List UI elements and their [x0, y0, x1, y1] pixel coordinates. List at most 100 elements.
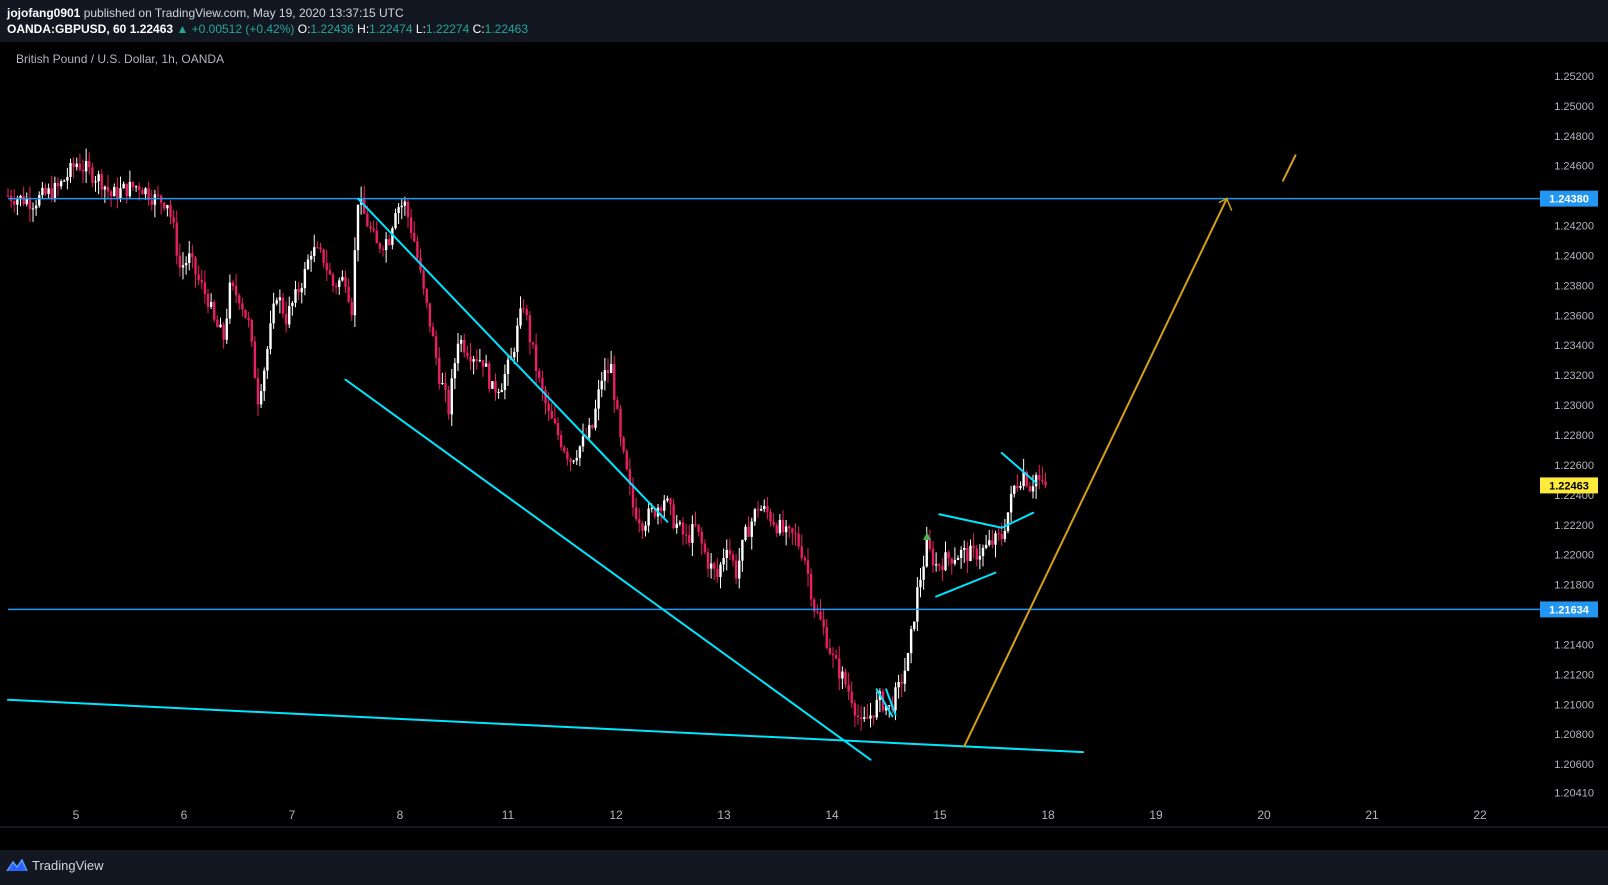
candle-body	[934, 564, 938, 566]
candle-body	[897, 681, 900, 688]
candle-body	[806, 560, 810, 574]
candle-body	[813, 599, 816, 612]
candle-body	[525, 309, 528, 316]
candle-body	[1028, 486, 1032, 492]
candle-body	[716, 568, 719, 578]
candle-body	[563, 447, 566, 452]
candle-body	[313, 247, 316, 256]
candle-body	[269, 323, 272, 350]
candle-body	[50, 188, 53, 200]
price-chart[interactable]: 1.25200 1.25000 1.24800 1.24600 1.24200 1.240…	[0, 42, 1608, 850]
candle-body	[997, 533, 1000, 535]
candle-body	[138, 186, 141, 191]
price-tick-label: 1.23200	[1554, 370, 1594, 382]
candle-body	[841, 671, 844, 679]
candle-body	[869, 715, 872, 719]
candle-body	[531, 342, 535, 345]
candle-body	[347, 286, 350, 302]
price-tick-label: 1.20800	[1554, 729, 1594, 741]
symbol-name[interactable]: OANDA:GBPUSD, 60	[7, 22, 127, 36]
drawing-line-8[interactable]	[1000, 511, 1034, 529]
candle-body	[478, 360, 482, 362]
price-tick-label: 1.23400	[1554, 340, 1594, 352]
candle-body	[613, 363, 616, 400]
candle-body	[778, 519, 782, 534]
price-tick-label: 1.21200	[1554, 669, 1594, 681]
candle-body	[481, 360, 485, 367]
drawing-line-3[interactable]	[7, 698, 1084, 754]
drawing-line-6[interactable]	[935, 571, 997, 598]
candle-body	[763, 506, 766, 510]
drawing-line-5[interactable]	[875, 688, 894, 718]
candle-body	[453, 363, 457, 379]
candle-body	[416, 241, 419, 259]
candle-body	[559, 435, 563, 448]
candle-body	[228, 282, 232, 319]
drawing-line-11[interactable]	[1282, 154, 1297, 182]
drawing-line-9[interactable]	[1000, 451, 1038, 484]
candle-body	[288, 306, 291, 325]
candle-body	[994, 533, 997, 545]
drawing-line-7[interactable]	[938, 513, 1003, 529]
candle-body	[553, 418, 557, 424]
candle-body	[1019, 486, 1022, 489]
candle-body	[938, 564, 941, 566]
drawing-line-4[interactable]	[885, 688, 897, 716]
price-tag-label: 1.24380	[1549, 194, 1589, 206]
drawing-line-10[interactable]	[963, 197, 1228, 748]
horizontal-levels[interactable]	[8, 197, 1540, 611]
candle-body	[406, 201, 410, 218]
candle-body	[884, 705, 888, 711]
candle-body	[59, 181, 63, 187]
candle-body	[413, 232, 416, 242]
candle-body	[428, 303, 432, 327]
candle-body	[231, 282, 235, 286]
drawing-line-1[interactable]	[357, 197, 669, 523]
candle-body	[575, 457, 578, 461]
price-tick-label: 1.25000	[1554, 101, 1594, 113]
signal-marker	[923, 532, 931, 540]
price-tag-bg	[1540, 190, 1598, 207]
candle-body	[1038, 475, 1041, 480]
candle-body	[809, 573, 813, 600]
candle-body	[384, 239, 388, 250]
candle-body	[747, 526, 750, 537]
time-tick-label: 5	[73, 808, 80, 822]
candle-body	[931, 548, 935, 566]
price-tick-label: 1.24600	[1554, 161, 1594, 173]
candle-body	[750, 521, 753, 537]
candle-body	[731, 554, 735, 561]
candle-body	[503, 374, 507, 390]
candle-body	[491, 381, 494, 389]
candle-body	[684, 534, 688, 536]
candle-body	[991, 540, 994, 545]
open-label: O:	[297, 22, 311, 36]
candle-body	[178, 255, 182, 268]
candle-body	[297, 289, 300, 293]
time-axis[interactable]: 5 6 7 8 11 12 13 14 15 18 19 20 21 22	[0, 808, 1608, 828]
candle-body	[906, 653, 910, 671]
candle-body	[634, 507, 638, 520]
candle-body	[697, 524, 700, 532]
candle-body	[672, 504, 675, 529]
time-tick-label: 6	[181, 808, 188, 822]
candle-body	[191, 253, 194, 258]
price-tick-label: 1.23000	[1554, 400, 1594, 412]
brand[interactable]: TradingView	[6, 858, 104, 873]
candle-body	[28, 199, 32, 209]
drawing-line-2[interactable]	[344, 378, 872, 761]
candle-body	[378, 243, 382, 249]
candle-body	[375, 230, 378, 244]
candle-body	[859, 717, 863, 719]
candle-body	[241, 303, 244, 310]
candle-body	[244, 309, 247, 318]
candle-body	[134, 186, 138, 188]
candle-body	[919, 579, 922, 588]
price-axis[interactable]: 1.25200 1.25000 1.24800 1.24600 1.24200 1.240…	[1540, 42, 1608, 827]
candle-body	[725, 549, 728, 558]
candle-body	[294, 289, 297, 303]
drawings[interactable]	[7, 154, 1297, 761]
price-tag-bg	[1540, 477, 1598, 494]
candle-body	[975, 548, 978, 560]
author-name[interactable]: jojofang0901	[7, 6, 81, 20]
